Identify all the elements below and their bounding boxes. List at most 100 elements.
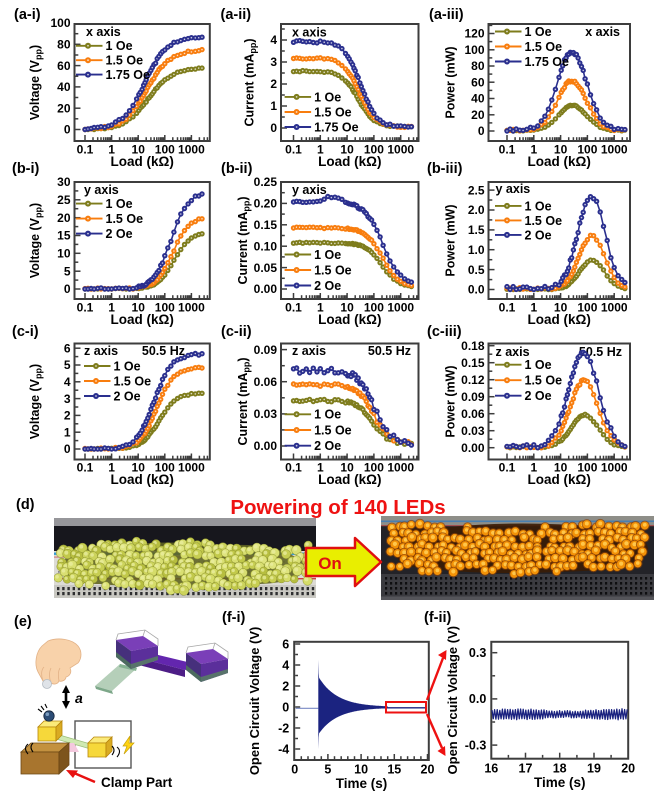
svg-text:0.1: 0.1 (77, 461, 94, 475)
svg-text:100: 100 (155, 461, 175, 475)
svg-text:0.0: 0.0 (469, 692, 486, 706)
svg-text:(b-iii): (b-iii) (427, 161, 463, 177)
svg-text:6: 6 (64, 341, 71, 355)
svg-text:10: 10 (132, 143, 146, 157)
svg-text:y axis: y axis (84, 183, 119, 197)
svg-text:(c-iii): (c-iii) (427, 324, 462, 340)
svg-text:Voltage (Vpp): Voltage (Vpp) (28, 203, 44, 278)
svg-text:(a-iii): (a-iii) (429, 7, 464, 23)
svg-text:1 Oe: 1 Oe (525, 358, 552, 372)
svg-text:10: 10 (554, 143, 568, 157)
svg-text:0.1: 0.1 (77, 143, 94, 157)
svg-text:2 Oe: 2 Oe (314, 439, 341, 453)
svg-text:1: 1 (530, 301, 537, 315)
svg-text:-4: -4 (278, 742, 289, 756)
svg-text:10: 10 (354, 763, 368, 777)
svg-text:y axis: y axis (292, 183, 327, 197)
svg-text:80: 80 (57, 38, 71, 52)
svg-text:1: 1 (530, 461, 537, 475)
svg-text:100: 100 (155, 143, 175, 157)
svg-text:0: 0 (478, 124, 485, 138)
svg-text:10: 10 (132, 461, 146, 475)
svg-text:1: 1 (317, 461, 324, 475)
svg-text:1: 1 (108, 301, 115, 315)
svg-text:Clamp Part: Clamp Part (101, 775, 173, 790)
svg-text:0.09: 0.09 (461, 390, 485, 404)
svg-text:Current (mApp): Current (mApp) (243, 38, 259, 126)
svg-text:0.1: 0.1 (499, 143, 516, 157)
svg-text:18: 18 (553, 762, 567, 776)
svg-text:4: 4 (282, 658, 289, 672)
svg-text:z axis: z axis (292, 344, 326, 358)
svg-text:2.0: 2.0 (468, 203, 485, 217)
svg-text:1.0: 1.0 (468, 243, 485, 257)
svg-text:0.09: 0.09 (254, 343, 278, 357)
svg-text:z axis: z axis (84, 344, 118, 358)
svg-text:120: 120 (464, 27, 484, 41)
svg-text:17: 17 (519, 762, 533, 776)
svg-text:100: 100 (464, 43, 484, 57)
svg-text:1.5: 1.5 (468, 223, 485, 237)
svg-text:19: 19 (587, 762, 601, 776)
svg-text:Load (kΩ): Load (kΩ) (528, 472, 591, 487)
svg-text:100: 100 (364, 461, 384, 475)
svg-text:30: 30 (57, 175, 71, 189)
svg-text:100: 100 (364, 143, 384, 157)
svg-text:1.5 Oe: 1.5 Oe (114, 374, 152, 388)
svg-text:10: 10 (554, 461, 568, 475)
svg-text:2: 2 (282, 679, 289, 693)
svg-text:Open Circuit Voltage (V): Open Circuit Voltage (V) (445, 626, 460, 775)
svg-text:(c-ii): (c-ii) (221, 324, 252, 340)
svg-text:20: 20 (621, 762, 635, 776)
svg-text:a: a (75, 690, 83, 706)
svg-text:40: 40 (57, 80, 71, 94)
svg-text:5: 5 (64, 358, 71, 372)
svg-text:(d): (d) (16, 497, 35, 513)
svg-text:x axis: x axis (585, 25, 620, 39)
svg-text:0.18: 0.18 (461, 339, 485, 353)
svg-text:15: 15 (387, 763, 401, 777)
svg-text:Load (kΩ): Load (kΩ) (318, 472, 381, 487)
svg-text:Load (kΩ): Load (kΩ) (528, 154, 591, 169)
svg-text:10: 10 (132, 301, 146, 315)
svg-text:100: 100 (577, 301, 597, 315)
svg-text:0.06: 0.06 (461, 407, 485, 421)
svg-text:Load (kΩ): Load (kΩ) (318, 312, 381, 327)
svg-text:1000: 1000 (387, 461, 414, 475)
svg-text:1.5 Oe: 1.5 Oe (314, 263, 352, 277)
svg-text:100: 100 (155, 301, 175, 315)
svg-text:0.03: 0.03 (461, 424, 485, 438)
svg-text:Powering of 140 LEDs: Powering of 140 LEDs (230, 496, 445, 519)
svg-text:1.75 Oe: 1.75 Oe (314, 120, 359, 134)
svg-text:15: 15 (57, 229, 71, 243)
svg-text:10: 10 (340, 461, 354, 475)
svg-text:Open Circuit Voltage (V): Open Circuit Voltage (V) (247, 627, 262, 776)
svg-text:1: 1 (108, 143, 115, 157)
svg-text:Load (kΩ): Load (kΩ) (111, 472, 174, 487)
svg-text:4: 4 (270, 33, 277, 47)
svg-text:(b-ii): (b-ii) (221, 161, 253, 177)
svg-text:Load (kΩ): Load (kΩ) (528, 312, 591, 327)
svg-text:Current (mApp): Current (mApp) (236, 357, 252, 445)
svg-text:1.5 Oe: 1.5 Oe (525, 214, 563, 228)
svg-text:0.05: 0.05 (254, 261, 278, 275)
svg-text:10: 10 (57, 247, 71, 261)
svg-text:1000: 1000 (178, 143, 205, 157)
svg-text:0.1: 0.1 (77, 301, 94, 315)
svg-text:60: 60 (57, 59, 71, 73)
svg-text:10: 10 (554, 301, 568, 315)
svg-text:1.75 Oe: 1.75 Oe (525, 55, 570, 69)
svg-text:(f-i): (f-i) (222, 610, 246, 626)
svg-text:2 Oe: 2 Oe (106, 227, 133, 241)
svg-text:0.00: 0.00 (254, 282, 278, 296)
svg-text:-2: -2 (278, 721, 289, 735)
svg-text:2 Oe: 2 Oe (525, 389, 552, 403)
svg-text:1 Oe: 1 Oe (106, 39, 133, 53)
svg-text:0.25: 0.25 (254, 175, 278, 189)
svg-text:50.5 Hz: 50.5 Hz (368, 344, 411, 358)
svg-text:1.5 Oe: 1.5 Oe (106, 54, 144, 68)
svg-text:50.5 Hz: 50.5 Hz (142, 344, 185, 358)
svg-text:0.15: 0.15 (254, 218, 278, 232)
svg-text:0: 0 (64, 282, 71, 296)
svg-text:4: 4 (64, 375, 71, 389)
